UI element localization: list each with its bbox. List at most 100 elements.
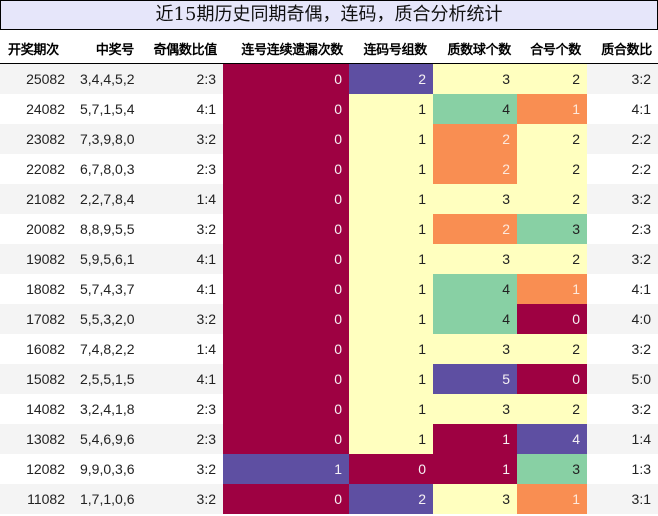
col-header-period: 开奖期次 (0, 34, 72, 64)
prime-count-cell: 3 (433, 184, 517, 214)
period-cell: 14082 (0, 394, 72, 424)
consec-miss-cell: 0 (223, 364, 349, 394)
consec-groups-cell: 1 (349, 304, 433, 334)
numbers-cell: 6,7,8,0,3 (72, 154, 140, 184)
consec-miss-cell: 0 (223, 94, 349, 124)
odd-even-cell: 1:4 (140, 184, 223, 214)
prime-comp-cell: 3:2 (587, 394, 658, 424)
composite-count-cell: 4 (517, 424, 587, 454)
consec-miss-cell: 0 (223, 154, 349, 184)
odd-even-cell: 2:3 (140, 394, 223, 424)
prime-count-cell: 3 (433, 334, 517, 364)
header-row: 开奖期次 中奖号 奇偶数比值 连号连续遗漏次数 连码号组数 质数球个数 合号个数… (0, 34, 658, 64)
col-header-composite-count: 合号个数 (517, 34, 587, 64)
composite-count-cell: 2 (517, 124, 587, 154)
odd-even-cell: 2:3 (140, 424, 223, 454)
prime-count-cell: 3 (433, 484, 517, 514)
consec-miss-cell: 0 (223, 304, 349, 334)
period-cell: 11082 (0, 484, 72, 514)
prime-count-cell: 4 (433, 94, 517, 124)
consec-groups-cell: 1 (349, 184, 433, 214)
composite-count-cell: 2 (517, 244, 587, 274)
prime-comp-cell: 3:2 (587, 63, 658, 94)
composite-count-cell: 3 (517, 454, 587, 484)
numbers-cell: 5,5,3,2,0 (72, 304, 140, 334)
odd-even-cell: 3:2 (140, 304, 223, 334)
prime-comp-cell: 3:2 (587, 334, 658, 364)
prime-comp-cell: 1:4 (587, 424, 658, 454)
consec-miss-cell: 0 (223, 63, 349, 94)
prime-comp-cell: 2:2 (587, 124, 658, 154)
composite-count-cell: 2 (517, 154, 587, 184)
prime-comp-cell: 2:3 (587, 214, 658, 244)
prime-count-cell: 2 (433, 124, 517, 154)
consec-groups-cell: 1 (349, 214, 433, 244)
composite-count-cell: 2 (517, 334, 587, 364)
numbers-cell: 5,7,1,5,4 (72, 94, 140, 124)
prime-count-cell: 2 (433, 154, 517, 184)
prime-count-cell: 4 (433, 274, 517, 304)
table-row: 19082 5,9,5,6,1 4:1 0 1 3 2 3:2 (0, 244, 658, 274)
consec-groups-cell: 1 (349, 154, 433, 184)
composite-count-cell: 2 (517, 394, 587, 424)
consec-groups-cell: 1 (349, 274, 433, 304)
numbers-cell: 7,4,8,2,2 (72, 334, 140, 364)
numbers-cell: 2,2,7,8,4 (72, 184, 140, 214)
odd-even-cell: 1:4 (140, 334, 223, 364)
numbers-cell: 5,7,4,3,7 (72, 274, 140, 304)
odd-even-cell: 4:1 (140, 274, 223, 304)
prime-comp-cell: 4:1 (587, 94, 658, 124)
prime-count-cell: 1 (433, 454, 517, 484)
col-header-odd-even: 奇偶数比值 (140, 34, 223, 64)
prime-comp-cell: 2:2 (587, 154, 658, 184)
period-cell: 18082 (0, 274, 72, 304)
consec-miss-cell: 0 (223, 334, 349, 364)
composite-count-cell: 1 (517, 274, 587, 304)
consec-miss-cell: 0 (223, 484, 349, 514)
prime-count-cell: 2 (433, 214, 517, 244)
table-row: 21082 2,2,7,8,4 1:4 0 1 3 2 3:2 (0, 184, 658, 214)
prime-count-cell: 3 (433, 394, 517, 424)
consec-miss-cell: 0 (223, 394, 349, 424)
col-header-consec-groups: 连码号组数 (349, 34, 433, 64)
prime-comp-cell: 1:3 (587, 454, 658, 484)
consec-groups-cell: 1 (349, 364, 433, 394)
table-row: 25082 3,4,4,5,2 2:3 0 2 3 2 3:2 (0, 63, 658, 94)
table-row: 12082 9,9,0,3,6 3:2 1 0 1 3 1:3 (0, 454, 658, 484)
consec-groups-cell: 1 (349, 124, 433, 154)
numbers-cell: 5,9,5,6,1 (72, 244, 140, 274)
period-cell: 22082 (0, 154, 72, 184)
col-header-prime-comp: 质合数比 (587, 34, 658, 64)
period-cell: 15082 (0, 364, 72, 394)
table-row: 13082 5,4,6,9,6 2:3 0 1 1 4 1:4 (0, 424, 658, 454)
prime-comp-cell: 3:2 (587, 244, 658, 274)
prime-count-cell: 1 (433, 424, 517, 454)
period-cell: 24082 (0, 94, 72, 124)
numbers-cell: 3,4,4,5,2 (72, 63, 140, 94)
composite-count-cell: 0 (517, 304, 587, 334)
numbers-cell: 5,4,6,9,6 (72, 424, 140, 454)
period-cell: 25082 (0, 63, 72, 94)
prime-count-cell: 3 (433, 63, 517, 94)
odd-even-cell: 4:1 (140, 244, 223, 274)
odd-even-cell: 2:3 (140, 154, 223, 184)
period-cell: 17082 (0, 304, 72, 334)
odd-even-cell: 3:2 (140, 454, 223, 484)
numbers-cell: 1,7,1,0,6 (72, 484, 140, 514)
page-title: 近15期历史同期奇偶，连码，质合分析统计 (0, 0, 658, 30)
table-row: 15082 2,5,5,1,5 4:1 0 1 5 0 5:0 (0, 364, 658, 394)
consec-miss-cell: 0 (223, 244, 349, 274)
table-row: 14082 3,2,4,1,8 2:3 0 1 3 2 3:2 (0, 394, 658, 424)
consec-groups-cell: 1 (349, 424, 433, 454)
odd-even-cell: 3:2 (140, 484, 223, 514)
prime-count-cell: 4 (433, 304, 517, 334)
col-header-prime-count: 质数球个数 (433, 34, 517, 64)
period-cell: 16082 (0, 334, 72, 364)
odd-even-cell: 4:1 (140, 94, 223, 124)
consec-groups-cell: 2 (349, 63, 433, 94)
consec-groups-cell: 1 (349, 334, 433, 364)
table-row: 23082 7,3,9,8,0 3:2 0 1 2 2 2:2 (0, 124, 658, 154)
numbers-cell: 8,8,9,5,5 (72, 214, 140, 244)
stats-table: 开奖期次 中奖号 奇偶数比值 连号连续遗漏次数 连码号组数 质数球个数 合号个数… (0, 34, 658, 514)
period-cell: 12082 (0, 454, 72, 484)
